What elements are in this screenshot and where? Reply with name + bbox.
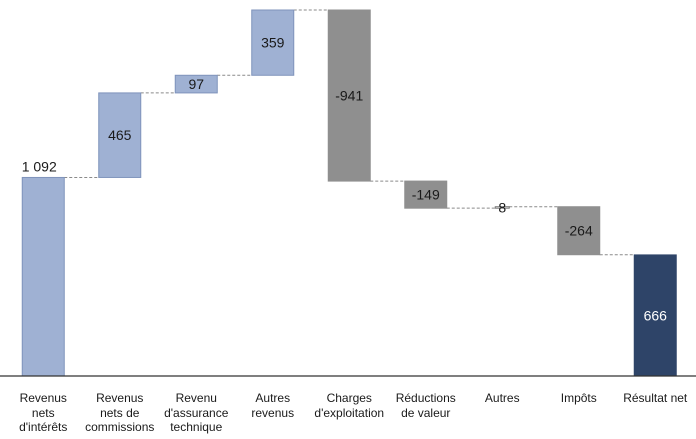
bar-revenus-nets-commissions: [98, 92, 142, 178]
category-label-resultat-net: Résultat net: [623, 391, 688, 405]
bar-revenus-nets-interets: [21, 176, 65, 377]
value-labels: 1 092 465 97 359 -941 -149 8 -264 666: [22, 35, 667, 324]
bar-autres-revenus: [251, 9, 295, 76]
connector-lines: [64, 9, 635, 256]
value-label-resultat-net: 666: [644, 307, 668, 323]
bar-revenu-assurance-technique: [174, 74, 218, 94]
bars: [21, 9, 677, 377]
category-label-autres: Autres: [484, 391, 520, 405]
value-label-charges-exploitation: -941: [335, 88, 363, 104]
value-label-impots: -264: [565, 223, 593, 239]
bar-charges-exploitation: [327, 9, 371, 182]
category-label-reductions-valeur: Réductions de valeur: [395, 391, 456, 420]
value-label-autres-revenus: 359: [261, 35, 285, 51]
value-label-reductions-valeur: -149: [412, 187, 440, 203]
category-label-autres-revenus: Autres revenus: [251, 391, 295, 420]
bar-autres: [494, 206, 510, 209]
category-label-impots: Impôts: [560, 391, 597, 405]
category-label-revenu-assurance-technique: Revenu d'assurance technique: [164, 391, 229, 434]
value-label-revenus-nets-interets: 1 092: [22, 158, 57, 174]
bar-resultat-net: [633, 254, 677, 377]
category-label-charges-exploitation: Charges d'exploitation: [314, 391, 385, 420]
bar-reductions-valeur: [404, 180, 448, 209]
bar-impots: [557, 206, 601, 256]
value-label-autres: 8: [498, 199, 506, 215]
category-label-revenus-nets-commissions: Revenus nets de commissions: [85, 391, 155, 434]
category-label-revenus-nets-interets: Revenus nets d'intérêts: [19, 391, 68, 434]
value-label-revenus-nets-commissions: 465: [108, 127, 132, 143]
value-label-revenu-assurance-technique: 97: [188, 76, 204, 92]
